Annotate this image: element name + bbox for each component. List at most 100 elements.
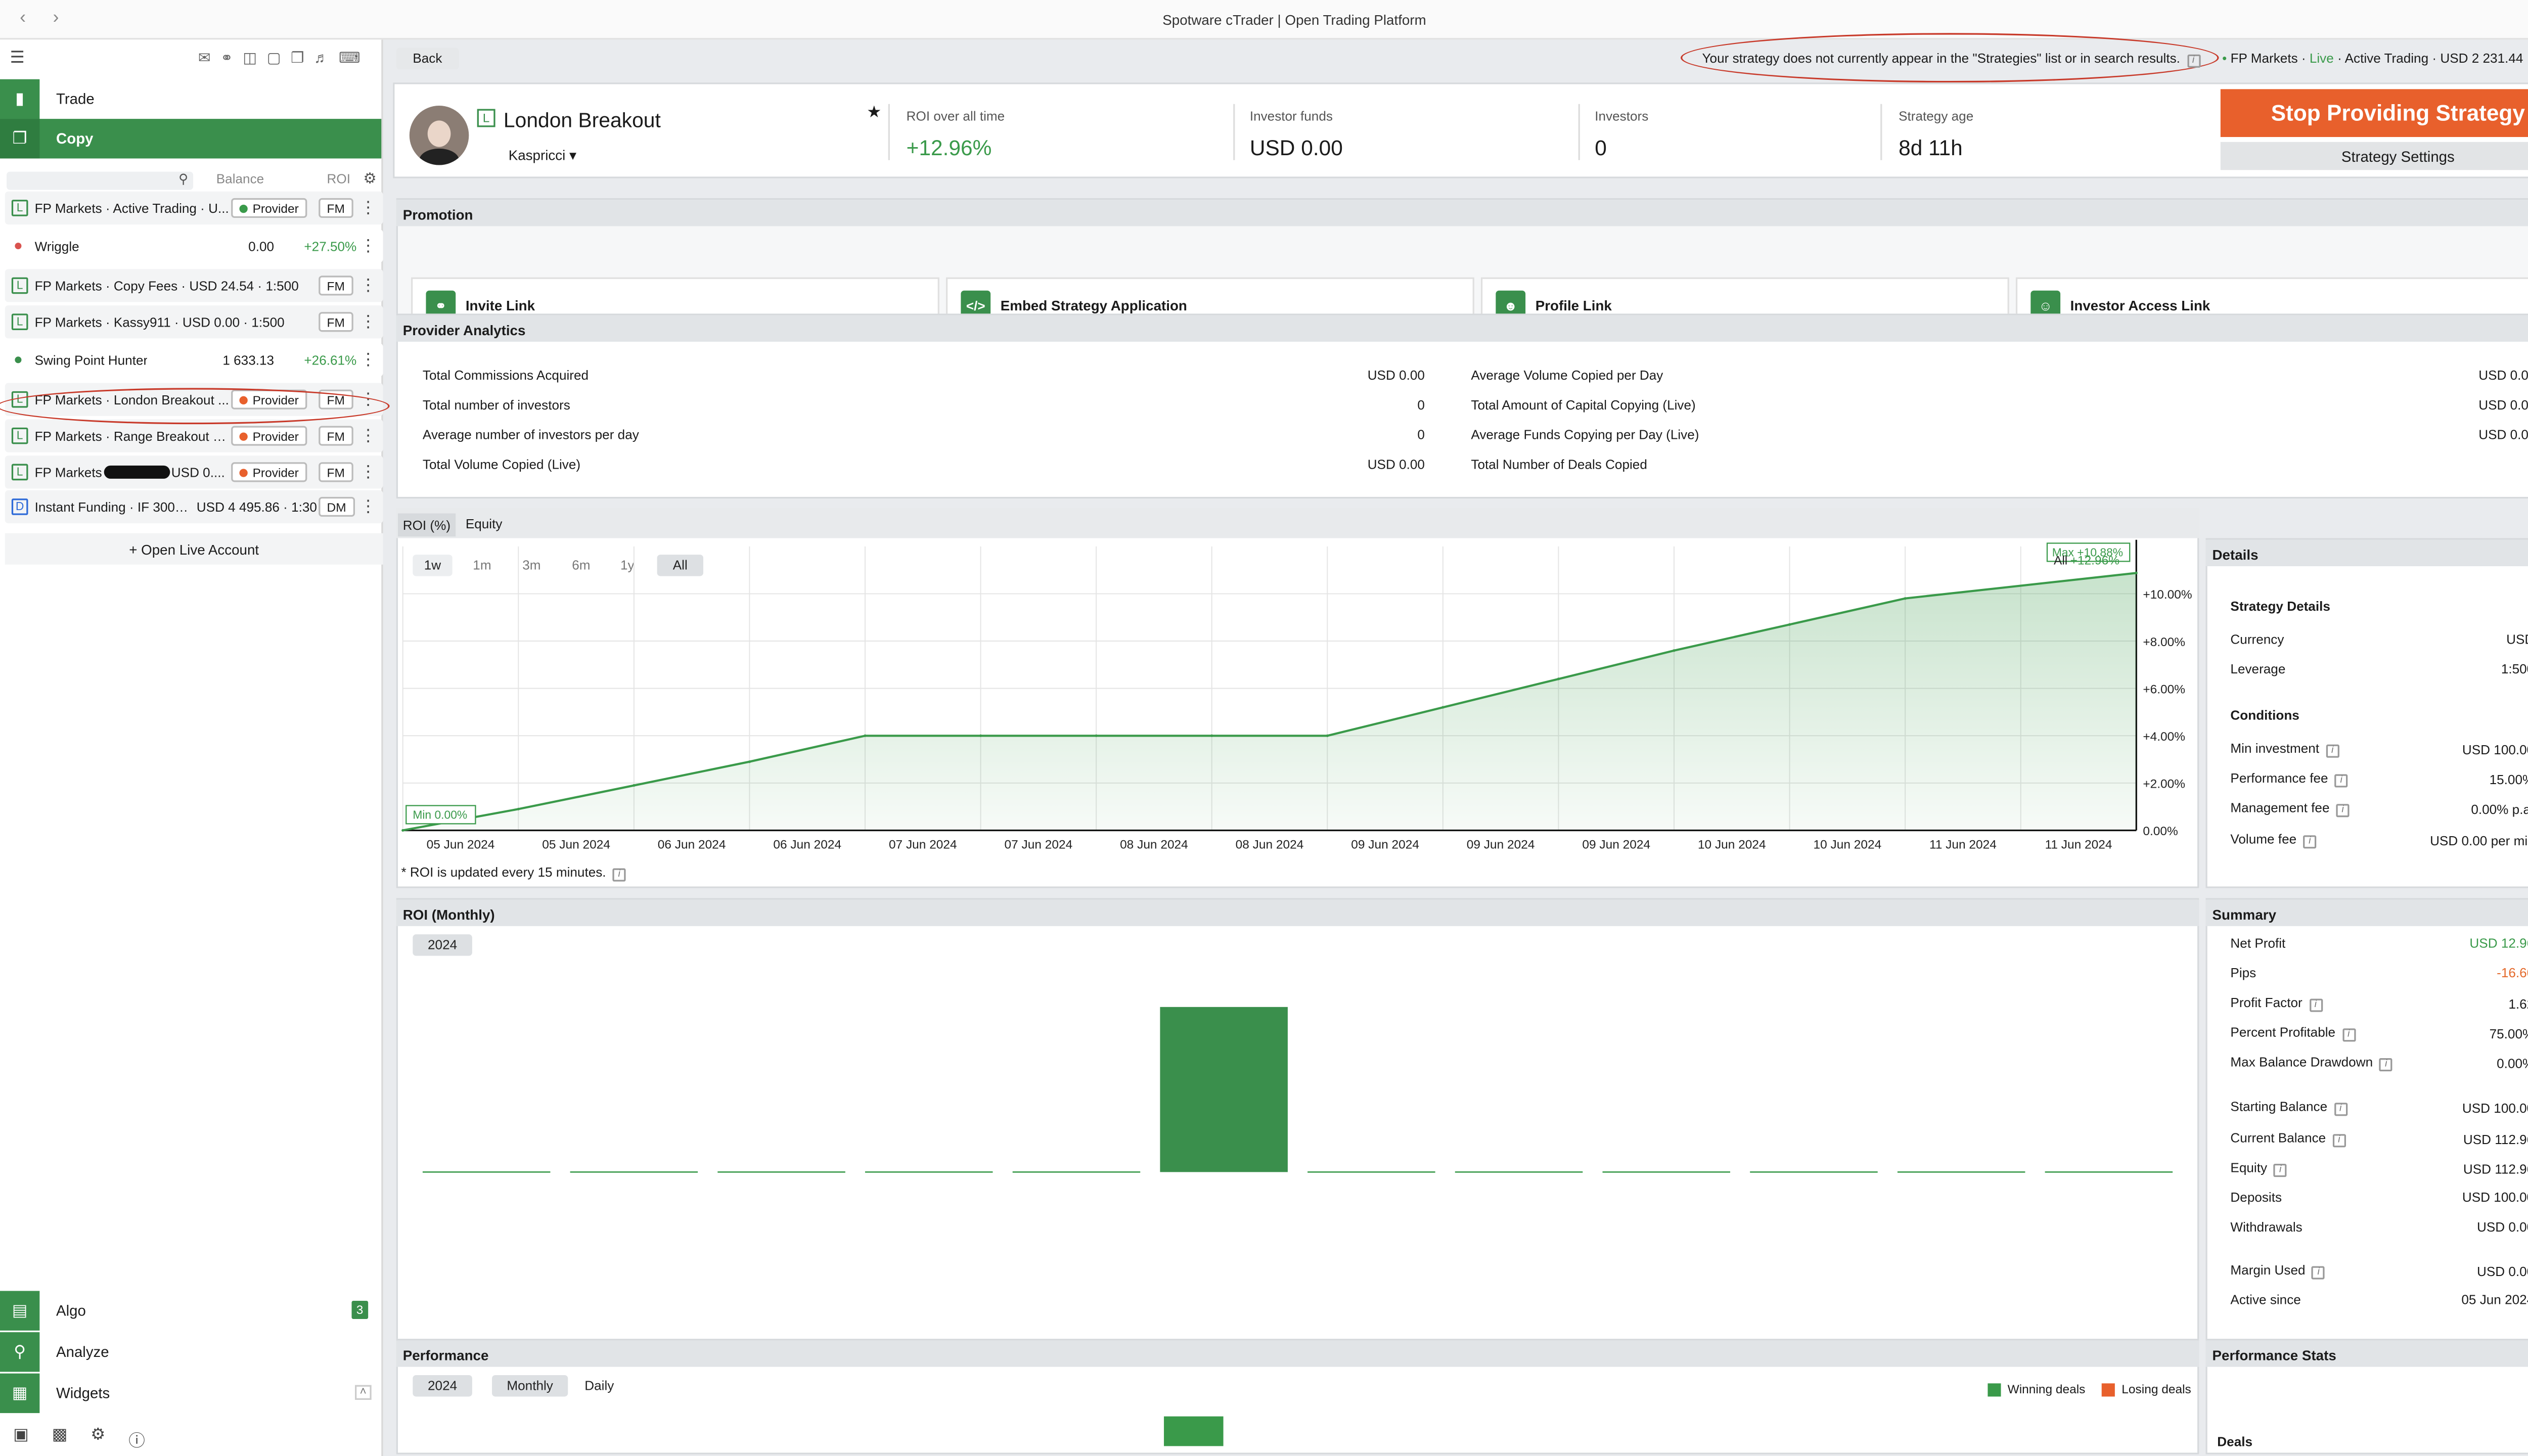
month-bar[interactable] [1160, 1007, 1288, 1172]
kebab-icon[interactable]: ⋮ [359, 350, 377, 369]
profile-link-label: Profile Link [1535, 297, 1612, 314]
kebab-icon[interactable]: ⋮ [359, 199, 377, 217]
performance-year[interactable]: 2024 [413, 1375, 472, 1397]
active-account[interactable]: • FP Markets · Live · Active Trading · U… [2222, 51, 2528, 66]
account-row[interactable]: L FP Markets · London Breakout ... Provide… [5, 383, 383, 416]
range-All[interactable]: All [657, 555, 704, 576]
kebab-icon[interactable]: ⋮ [359, 390, 377, 409]
kebab-icon[interactable]: ⋮ [359, 237, 377, 255]
mail-icon[interactable]: ✉ [198, 49, 211, 66]
summary-value: USD 0.00 [2476, 1220, 2528, 1235]
range-1y[interactable]: 1y [620, 558, 635, 573]
strategy-header: L London Breakout Kaspricci ▾ ★ ROI over… [393, 82, 2528, 178]
account-row[interactable]: D Instant Funding · IF 3000... USD 4 495.8… [5, 490, 383, 524]
menu-icon[interactable]: ☰ [10, 49, 25, 68]
condition-value: USD 100.00 [2462, 742, 2528, 757]
info-icon[interactable]: i [2334, 1103, 2348, 1116]
broker-badge[interactable]: FM [319, 276, 353, 296]
kebab-icon[interactable]: ⋮ [359, 497, 377, 516]
roi-column-header[interactable]: ROI [327, 171, 351, 187]
broker-badge[interactable]: FM [319, 312, 353, 332]
range-1m[interactable]: 1m [473, 558, 491, 573]
range-3m[interactable]: 3m [522, 558, 541, 573]
info-icon[interactable]: i [2326, 744, 2339, 758]
settings-icon[interactable]: ⚙ [363, 170, 377, 187]
account-row[interactable]: Wriggle 0.00 +27.50% ⋮ [5, 229, 383, 263]
chat-icon[interactable]: ◫ [243, 49, 257, 66]
range-1w[interactable]: 1w [413, 555, 453, 576]
account-search-input[interactable]: ⚲ [7, 171, 194, 190]
info-icon[interactable]: i [612, 868, 626, 882]
broker-badge[interactable]: FM [319, 389, 353, 410]
broker-badge[interactable]: FM [319, 462, 353, 482]
info-icon[interactable]: i [2342, 1028, 2356, 1042]
broker-badge[interactable]: FM [319, 426, 353, 446]
account-row[interactable]: L FP Markets · Active Trading · U... Provi… [5, 191, 383, 225]
kebab-icon[interactable]: ⋮ [359, 312, 377, 331]
roi-tabs [396, 508, 2199, 538]
info-icon[interactable]: i [2186, 54, 2200, 68]
summary-label: Margin Used [2230, 1262, 2306, 1278]
briefcase-icon[interactable]: ▣ [13, 1426, 29, 1445]
summary-row: Profit Factor i 1.62 [2230, 995, 2528, 1012]
help-icon[interactable]: ⓘ [128, 1433, 145, 1451]
stop-providing-button[interactable]: Stop Providing Strategy [2220, 89, 2528, 138]
info-icon[interactable]: i [2274, 1164, 2287, 1177]
broker-badge[interactable]: DM [319, 496, 354, 517]
fullscreen-icon[interactable]: ▢ [266, 49, 281, 66]
kebab-icon[interactable]: ⋮ [359, 463, 377, 481]
open-live-account-button[interactable]: + Open Live Account [5, 533, 383, 565]
summary-row: Current Balance i USD 112.96 [2230, 1131, 2528, 1148]
nav-trade[interactable]: ▮ Trade [0, 79, 381, 119]
tab-roi[interactable]: ROI (%) [397, 513, 456, 537]
kebab-icon[interactable]: ⋮ [359, 276, 377, 295]
sound-icon[interactable]: ♬ [314, 49, 329, 66]
link-icon[interactable]: ⚭ [220, 49, 233, 66]
kebab-icon[interactable]: ⋮ [359, 427, 377, 445]
year-selector[interactable]: 2024 [413, 934, 472, 956]
provider-dot-icon [239, 204, 248, 212]
condition-row: Management fee i 0.00% p.a. [2230, 801, 2528, 817]
balance-column-header[interactable]: Balance [216, 171, 264, 187]
avatar[interactable] [409, 105, 469, 165]
info-icon[interactable]: i [2334, 774, 2348, 788]
collapse-icon[interactable]: ˄ [354, 1385, 372, 1400]
footer-icons: ▣ ▩ ⚙ ⓘ [13, 1426, 145, 1451]
account-row[interactable]: L FP Markets · Range Breakout · ... Provid… [5, 419, 383, 452]
summary-value: 1.62 [2508, 996, 2528, 1011]
account-row[interactable]: Swing Point Hunter 1 633.13 +26.61% ⋮ [5, 343, 383, 377]
tab-equity[interactable]: Equity [465, 517, 503, 532]
nav-analyze[interactable]: ⚲ Analyze [0, 1332, 381, 1372]
range-6m[interactable]: 6m [572, 558, 591, 573]
condition-row: Volume fee i USD 0.00 per mil. [2230, 832, 2528, 849]
keyboard-icon[interactable]: ⌨ [339, 49, 360, 66]
forward-arrow-icon[interactable]: › [53, 8, 59, 28]
account-row[interactable]: L FP Markets USD 0.... Provider FM ⋮ [5, 456, 383, 489]
wallet-icon[interactable]: ▩ [52, 1426, 68, 1445]
gear-icon[interactable]: ⚙ [91, 1426, 106, 1445]
back-arrow-icon[interactable]: ‹ [20, 8, 26, 28]
broker-badge[interactable]: FM [319, 198, 353, 218]
nav-copy[interactable]: ❐ Copy [0, 119, 382, 159]
strategy-settings-button[interactable]: Strategy Settings [2220, 142, 2528, 170]
tab-monthly[interactable]: Monthly [492, 1375, 568, 1397]
account-row[interactable]: L FP Markets · Copy Fees · USD 24.54 · 1:… [5, 269, 383, 302]
account-row[interactable]: L FP Markets · Kassy911 · USD 0.00 · 1:50… [5, 305, 383, 339]
visibility-notice: Your strategy does not currently appear … [1702, 51, 2200, 68]
info-icon[interactable]: i [2303, 835, 2317, 849]
account-type-icon: L [11, 391, 28, 408]
nav-algo[interactable]: ▤ Algo 3 [0, 1291, 381, 1331]
info-icon[interactable]: i [2312, 1266, 2325, 1280]
tab-daily[interactable]: Daily [584, 1378, 614, 1393]
back-button[interactable]: Back [396, 48, 459, 70]
copy-icon: ❐ [0, 119, 40, 159]
info-icon[interactable]: i [2379, 1058, 2393, 1072]
info-icon[interactable]: i [2332, 1134, 2346, 1148]
windows-icon[interactable]: ❐ [291, 49, 304, 66]
info-icon[interactable]: i [2309, 998, 2322, 1012]
favorite-star-icon[interactable]: ★ [867, 104, 882, 122]
info-icon[interactable]: i [2336, 804, 2350, 817]
nav-widgets[interactable]: ▦ Widgets ˄ [0, 1373, 381, 1414]
account-type-icon: L [11, 313, 28, 331]
strategy-author[interactable]: Kaspricci ▾ [508, 147, 576, 164]
